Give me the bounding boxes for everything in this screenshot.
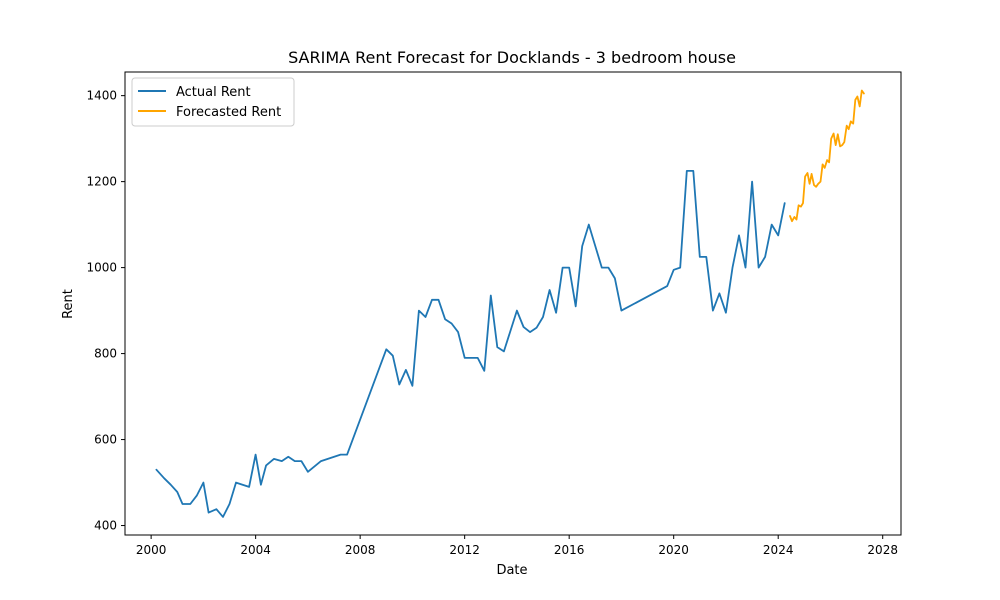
legend-label-forecast: Forecasted Rent xyxy=(176,105,281,120)
y-tick-label: 1200 xyxy=(86,175,117,189)
y-axis-label: Rent xyxy=(61,289,76,319)
x-tick-label: 2000 xyxy=(136,543,167,557)
y-axis: 400 600 800 1000 1200 1400 xyxy=(86,89,125,533)
x-axis-label: Date xyxy=(496,563,527,578)
legend: Actual Rent Forecasted Rent xyxy=(131,77,295,127)
chart-title: SARIMA Rent Forecast for Docklands - 3 b… xyxy=(288,48,736,67)
y-tick-label: 600 xyxy=(94,433,117,447)
x-tick-label: 2012 xyxy=(449,543,480,557)
x-tick-label: 2008 xyxy=(345,543,376,557)
x-axis: 2000 2004 2008 2012 2016 2020 2024 2028 xyxy=(136,535,898,557)
plot-area xyxy=(124,71,902,536)
x-tick-label: 2024 xyxy=(763,543,794,557)
series-line-actual-rent xyxy=(155,169,786,518)
legend-box xyxy=(131,77,295,127)
x-tick-label: 2028 xyxy=(867,543,898,557)
y-tick-label: 400 xyxy=(94,519,117,533)
y-tick-label: 1400 xyxy=(86,89,117,103)
series-line-forecasted-rent xyxy=(789,89,865,223)
y-tick-label: 1000 xyxy=(86,261,117,275)
x-tick-label: 2016 xyxy=(554,543,585,557)
y-tick-label: 800 xyxy=(94,347,117,361)
legend-label-actual: Actual Rent xyxy=(176,85,251,100)
plot-frame xyxy=(124,71,902,536)
series-layer xyxy=(155,89,865,518)
x-tick-label: 2004 xyxy=(240,543,271,557)
x-tick-label: 2020 xyxy=(658,543,689,557)
